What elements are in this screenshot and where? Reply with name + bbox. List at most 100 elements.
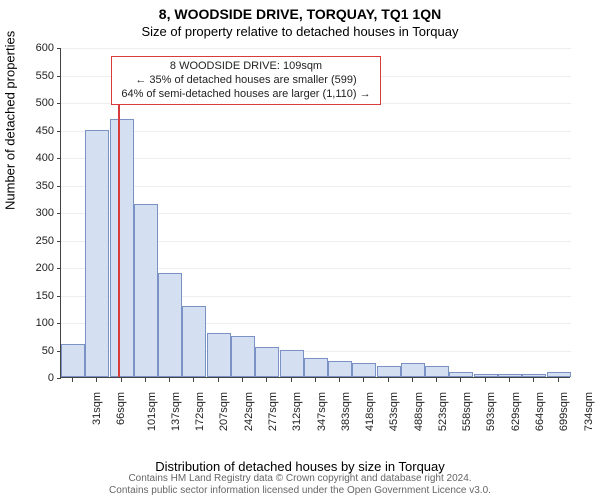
xtick-mark — [72, 378, 73, 382]
ytick-label: 0 — [14, 372, 54, 384]
xtick-label: 31sqm — [91, 392, 103, 425]
xtick-mark — [460, 378, 461, 382]
footer: Contains HM Land Registry data © Crown c… — [0, 473, 600, 497]
ytick-label: 550 — [14, 70, 54, 82]
ytick-mark — [57, 48, 61, 49]
ytick-mark — [57, 158, 61, 159]
xtick-label: 172sqm — [194, 392, 206, 431]
grid-line — [61, 48, 571, 49]
xtick-label: 312sqm — [291, 392, 303, 431]
ytick-label: 250 — [14, 235, 54, 247]
histogram-bar — [304, 358, 328, 377]
annotation-box: 8 WOODSIDE DRIVE: 109sqm ← 35% of detach… — [111, 56, 381, 105]
footer-line: Contains public sector information licen… — [0, 485, 600, 497]
xtick-label: 488sqm — [413, 392, 425, 431]
ytick-mark — [57, 268, 61, 269]
histogram-bar — [377, 366, 401, 377]
xtick-mark — [193, 378, 194, 382]
xtick-label: 418sqm — [364, 392, 376, 431]
xtick-label: 593sqm — [486, 392, 498, 431]
histogram-bar — [401, 363, 425, 377]
xtick-mark — [436, 378, 437, 382]
xtick-mark — [242, 378, 243, 382]
xtick-mark — [388, 378, 389, 382]
xtick-mark — [218, 378, 219, 382]
ytick-label: 400 — [14, 152, 54, 164]
chart-area: 8 WOODSIDE DRIVE: 109sqm ← 35% of detach… — [60, 48, 570, 416]
histogram-bar — [474, 374, 498, 377]
ytick-mark — [57, 76, 61, 77]
ytick-label: 200 — [14, 262, 54, 274]
x-axis-title: Distribution of detached houses by size … — [0, 459, 600, 474]
annotation-line: ← 35% of detached houses are smaller (59… — [118, 74, 374, 88]
xtick-mark — [96, 378, 97, 382]
xtick-label: 629sqm — [510, 392, 522, 431]
histogram-bar — [425, 366, 449, 377]
grid-line — [61, 158, 571, 159]
histogram-bar — [85, 130, 109, 378]
ytick-label: 300 — [14, 207, 54, 219]
histogram-bar — [255, 347, 279, 377]
xtick-label: 242sqm — [243, 392, 255, 431]
xtick-mark — [509, 378, 510, 382]
histogram-bar — [158, 273, 182, 378]
histogram-plot: 8 WOODSIDE DRIVE: 109sqm ← 35% of detach… — [60, 48, 570, 378]
grid-line — [61, 131, 571, 132]
ytick-mark — [57, 103, 61, 104]
ytick-label: 450 — [14, 125, 54, 137]
ytick-mark — [57, 296, 61, 297]
xtick-label: 558sqm — [461, 392, 473, 431]
xtick-mark — [485, 378, 486, 382]
histogram-bar — [522, 374, 546, 377]
footer-line: Contains HM Land Registry data © Crown c… — [0, 473, 600, 485]
ytick-label: 50 — [14, 345, 54, 357]
annotation-line: 64% of semi-detached houses are larger (… — [118, 88, 374, 102]
xtick-mark — [145, 378, 146, 382]
histogram-bar — [352, 363, 376, 377]
xtick-mark — [533, 378, 534, 382]
ytick-mark — [57, 213, 61, 214]
xtick-label: 383sqm — [340, 392, 352, 431]
histogram-bar — [328, 361, 352, 378]
xtick-label: 453sqm — [389, 392, 401, 431]
ytick-label: 500 — [14, 97, 54, 109]
ytick-mark — [57, 378, 61, 379]
xtick-label: 664sqm — [534, 392, 546, 431]
xtick-mark — [315, 378, 316, 382]
ytick-label: 600 — [14, 42, 54, 54]
histogram-bar — [280, 350, 304, 378]
xtick-label: 523sqm — [437, 392, 449, 431]
ytick-mark — [57, 323, 61, 324]
xtick-label: 207sqm — [219, 392, 231, 431]
xtick-mark — [291, 378, 292, 382]
xtick-mark — [266, 378, 267, 382]
ytick-label: 100 — [14, 317, 54, 329]
histogram-bar — [207, 333, 231, 377]
histogram-bar — [110, 119, 134, 378]
histogram-bar — [134, 204, 158, 377]
xtick-label: 734sqm — [583, 392, 595, 431]
annotation-line: 8 WOODSIDE DRIVE: 109sqm — [118, 60, 374, 74]
ytick-label: 150 — [14, 290, 54, 302]
xtick-mark — [363, 378, 364, 382]
ytick-mark — [57, 131, 61, 132]
ytick-mark — [57, 241, 61, 242]
histogram-bar — [61, 344, 85, 377]
histogram-bar — [498, 374, 522, 377]
xtick-label: 347sqm — [316, 392, 328, 431]
histogram-bar — [449, 372, 473, 378]
property-marker-line — [118, 91, 120, 377]
page-subtitle: Size of property relative to detached ho… — [0, 22, 600, 39]
xtick-label: 101sqm — [146, 392, 158, 431]
xtick-label: 277sqm — [267, 392, 279, 431]
ytick-mark — [57, 186, 61, 187]
histogram-bar — [231, 336, 255, 377]
xtick-label: 66sqm — [115, 392, 127, 425]
xtick-mark — [121, 378, 122, 382]
page-title: 8, WOODSIDE DRIVE, TORQUAY, TQ1 1QN — [0, 0, 600, 22]
xtick-mark — [558, 378, 559, 382]
xtick-mark — [412, 378, 413, 382]
histogram-bar — [547, 372, 571, 378]
histogram-bar — [182, 306, 206, 378]
ytick-label: 350 — [14, 180, 54, 192]
